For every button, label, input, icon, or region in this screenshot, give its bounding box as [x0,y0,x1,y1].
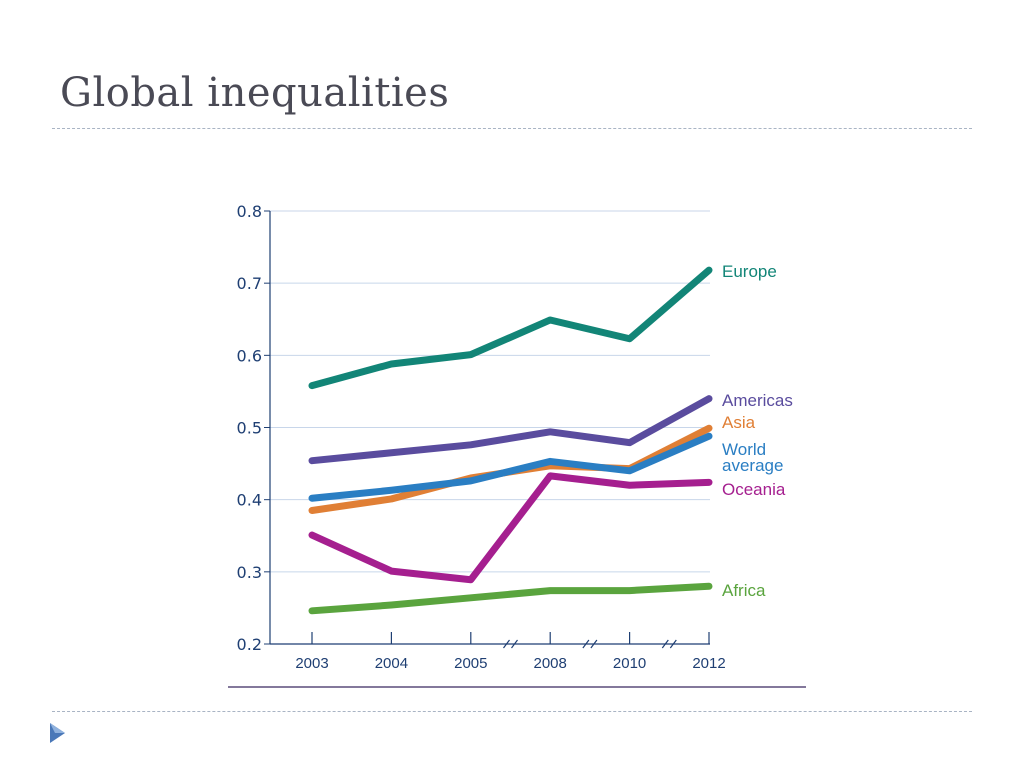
y-tick-label: 0.6 [237,346,262,365]
series-line-europe [308,266,713,390]
series-label-africa: Africa [722,581,766,600]
axis-break-mark [661,639,669,649]
series-lines [308,266,713,615]
slide-title: Global inequalities [60,70,450,116]
x-tick-label: 2003 [295,655,328,672]
y-tick-label: 0.2 [237,635,262,654]
axis-break-mark [669,639,677,649]
y-tick-label: 0.7 [237,274,262,293]
x-tick-label: 2010 [613,655,646,672]
x-tick-label: 2012 [692,655,725,672]
axis-break-mark [511,639,518,649]
y-tick-label: 0.8 [237,202,262,221]
series-label-world: World [722,440,766,459]
series-label-asia: Asia [722,413,756,432]
series-line-world-average [308,432,713,502]
x-tick-label: 2005 [454,655,487,672]
x-tick-label: 2008 [534,655,567,672]
axis-break-mark [590,639,598,649]
grid-lines [270,210,710,573]
y-tick-label: 0.3 [237,563,262,582]
series-line-africa [308,582,713,615]
next-slide-arrow-icon[interactable] [48,722,66,744]
series-line-oceania [308,472,713,584]
axis-break-mark [582,639,590,649]
axes: 0.2 0.3 0.4 0.5 0.6 0.7 0.8 2003 2004 2005 2008 201… [228,202,806,688]
footer-divider [52,711,972,712]
series-label-average: average [722,456,783,475]
title-divider [52,128,972,129]
y-tick-label: 0.5 [237,419,262,438]
x-tick-label: 2004 [375,655,408,672]
series-label-americas: Americas [722,391,793,410]
series-line-americas [308,395,713,465]
axis-break-mark [503,639,510,649]
series-label-oceania: Oceania [722,480,786,499]
series-label-europe: Europe [722,262,777,281]
y-tick-label: 0.4 [237,491,262,510]
